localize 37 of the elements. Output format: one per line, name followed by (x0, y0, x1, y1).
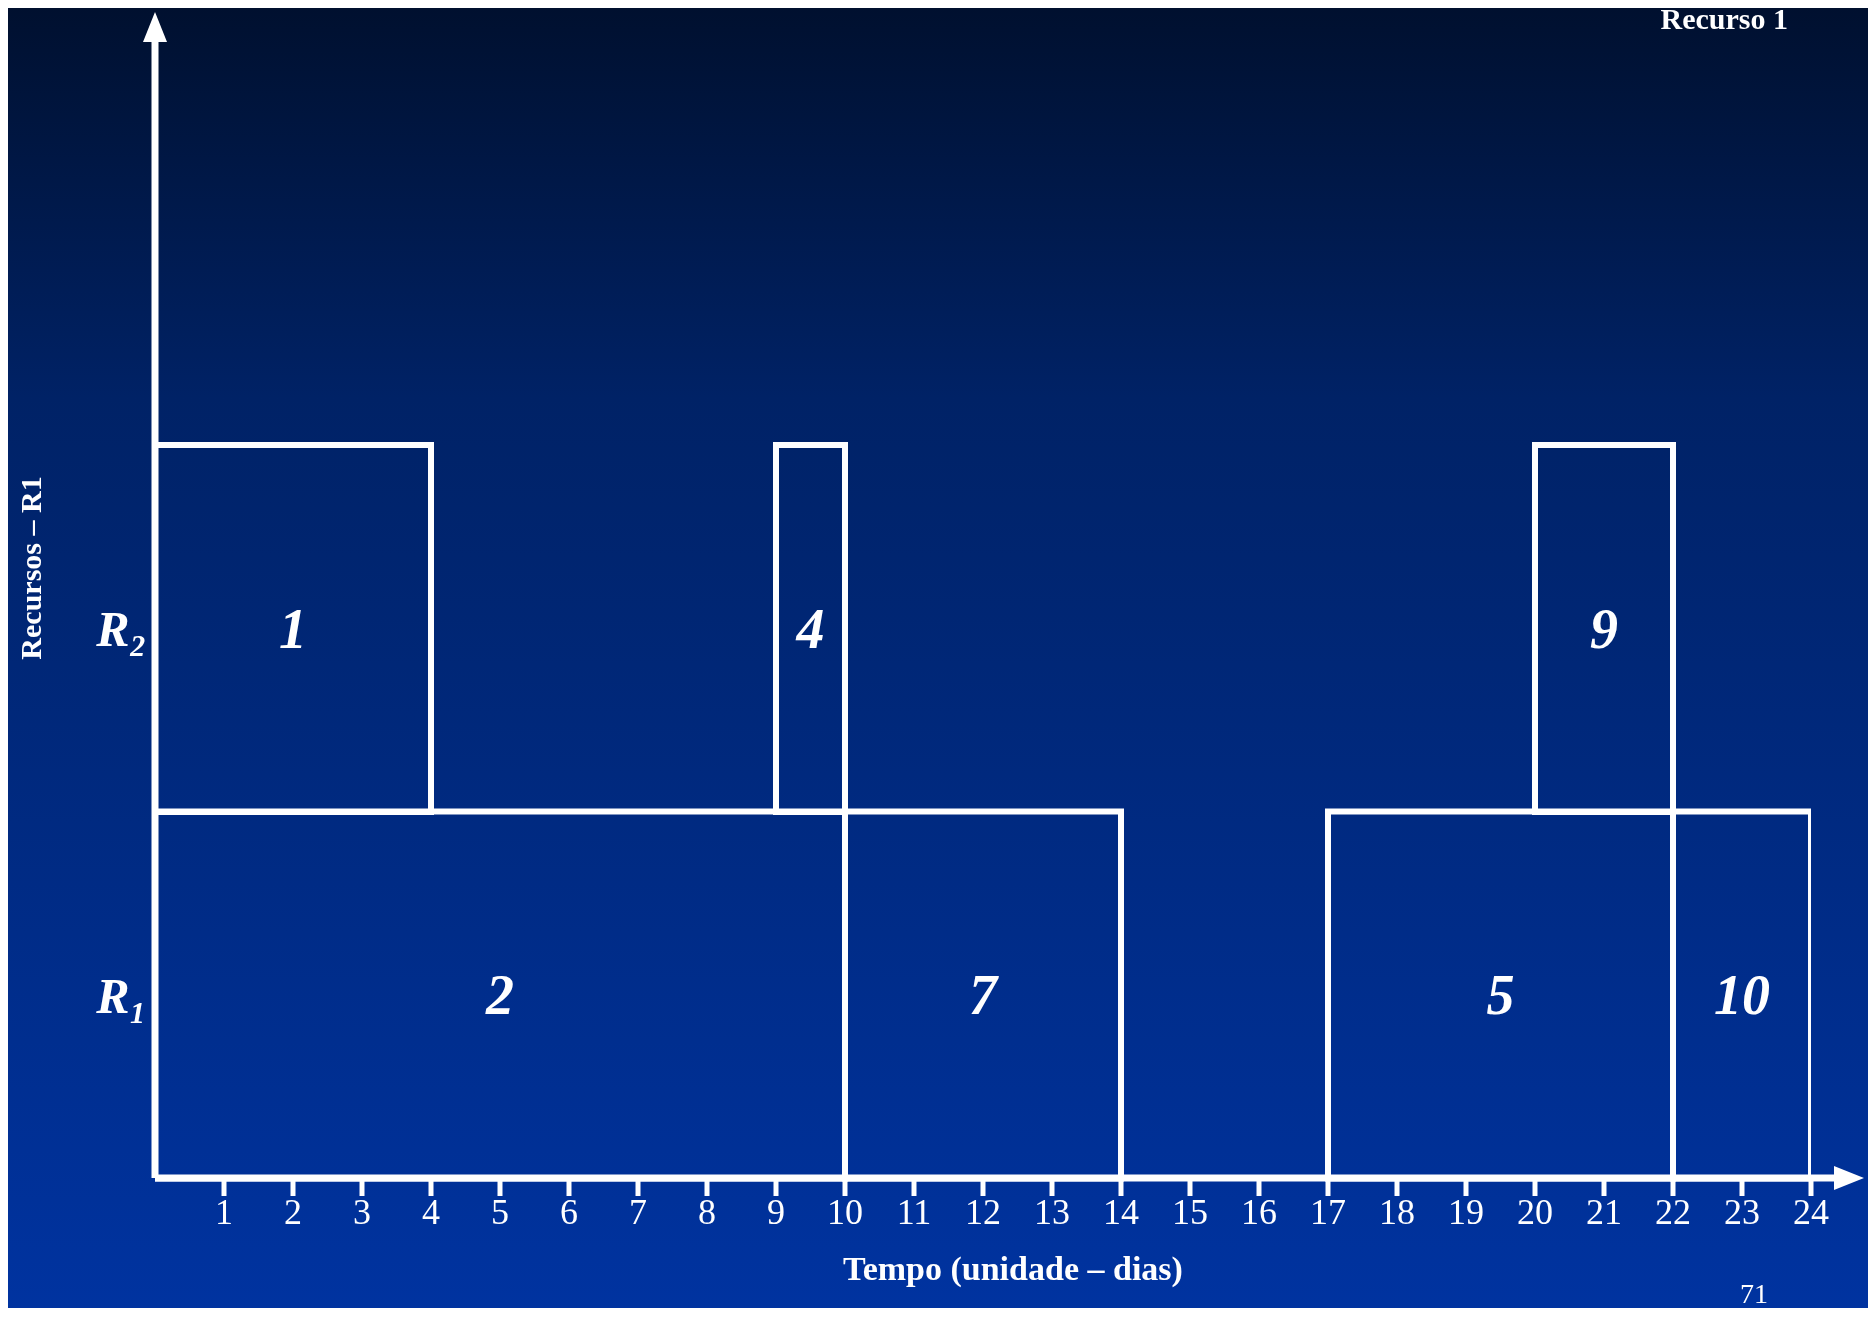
chart-title: Recurso 1 (1660, 2, 1788, 36)
x-tick-label: 20 (1517, 1191, 1553, 1232)
x-tick-label: 17 (1310, 1191, 1346, 1232)
y-axis-title: Recursos – R1 (14, 476, 48, 660)
x-tick-label: 11 (896, 1191, 932, 1232)
x-tick-label: 3 (353, 1191, 371, 1232)
x-tick-label: 1 (215, 1191, 233, 1232)
x-tick-label: 19 (1448, 1191, 1484, 1232)
x-tick-label: 14 (1103, 1191, 1139, 1232)
x-tick-label: 2 (284, 1191, 302, 1232)
series-label: 4 (795, 597, 825, 660)
text: 1 (279, 597, 307, 660)
x-tick-label: 18 (1379, 1191, 1415, 1232)
x-tick-label: 8 (698, 1191, 716, 1232)
x-tick-label: 4 (422, 1191, 440, 1232)
x-tick-label: 12 (965, 1191, 1001, 1232)
text: 2 (485, 964, 514, 1026)
x-tick-label: 22 (1655, 1191, 1691, 1232)
text: 5 (1486, 964, 1515, 1026)
x-tick-label: 21 (1586, 1191, 1622, 1232)
x-tick-label: 13 (1034, 1191, 1070, 1232)
x-tick-label: 24 (1793, 1191, 1829, 1232)
x-tick-label: 10 (827, 1191, 863, 1232)
x-tick-label: 15 (1172, 1191, 1208, 1232)
x-tick-label: 7 (629, 1191, 647, 1232)
x-tick-label: 23 (1724, 1191, 1760, 1232)
text: 7 (969, 964, 999, 1026)
x-axis-title: Tempo (unidade – dias) (843, 1250, 1183, 1287)
y-tick-label: R₁ (95, 967, 147, 1024)
x-tick-label: 6 (560, 1191, 578, 1232)
series-label: 10 (1714, 964, 1770, 1026)
text: 71 (1740, 1278, 1768, 1310)
x-tick-label: 5 (491, 1191, 509, 1232)
series-label: 9 (1590, 597, 1618, 660)
x-tick-label: 16 (1241, 1191, 1277, 1232)
y-tick-label: R₂ (95, 601, 147, 657)
x-tick-label: 9 (767, 1191, 785, 1232)
